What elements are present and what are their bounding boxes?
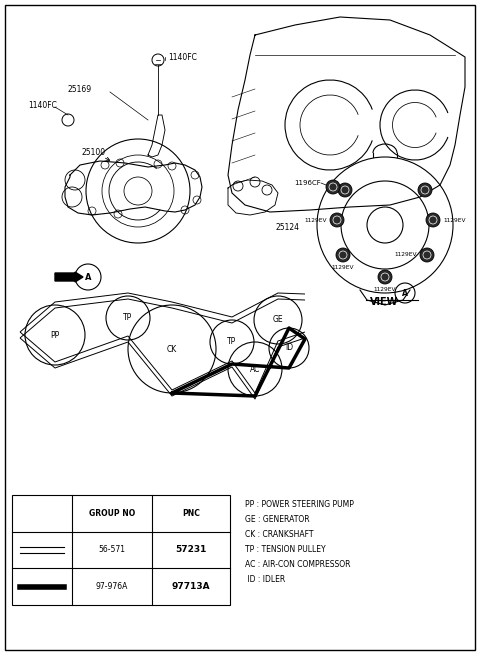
Circle shape xyxy=(420,248,434,262)
Circle shape xyxy=(336,248,350,262)
Text: 57231: 57231 xyxy=(175,546,207,555)
Circle shape xyxy=(326,180,340,194)
Text: AC : AIR-CON COMPRESSOR: AC : AIR-CON COMPRESSOR xyxy=(245,560,350,569)
Text: 1129EV: 1129EV xyxy=(374,287,396,292)
Text: 25169: 25169 xyxy=(68,86,92,94)
Text: AC: AC xyxy=(250,364,260,373)
Text: 1140FC: 1140FC xyxy=(28,100,57,109)
Circle shape xyxy=(418,183,432,197)
Text: CK : CRANKSHAFT: CK : CRANKSHAFT xyxy=(245,530,313,539)
Text: GE: GE xyxy=(273,316,283,324)
Text: A: A xyxy=(402,288,408,297)
Text: 25100: 25100 xyxy=(82,148,106,157)
Text: 1129EV: 1129EV xyxy=(395,252,417,257)
Text: TP: TP xyxy=(228,337,237,346)
Circle shape xyxy=(338,183,352,197)
Text: ID : IDLER: ID : IDLER xyxy=(245,575,285,584)
Text: 1129EV: 1129EV xyxy=(304,217,327,223)
Text: GROUP NO: GROUP NO xyxy=(89,509,135,518)
Circle shape xyxy=(426,213,440,227)
Text: 56-571: 56-571 xyxy=(98,546,125,555)
Text: PP : POWER STEERING PUMP: PP : POWER STEERING PUMP xyxy=(245,500,354,509)
Text: A: A xyxy=(85,272,91,282)
Text: 1196CF: 1196CF xyxy=(294,180,321,186)
Text: CK: CK xyxy=(167,345,177,354)
Text: 97-976A: 97-976A xyxy=(96,582,128,591)
Bar xyxy=(12,495,230,605)
Text: VIEW: VIEW xyxy=(370,297,398,307)
Text: 1129EV: 1129EV xyxy=(332,265,354,270)
Text: PP: PP xyxy=(50,331,60,339)
Text: 25124: 25124 xyxy=(275,223,299,232)
Circle shape xyxy=(330,213,344,227)
Circle shape xyxy=(378,270,392,284)
Text: ID: ID xyxy=(285,343,293,352)
Text: 1140FC: 1140FC xyxy=(168,52,197,62)
Text: 97713A: 97713A xyxy=(172,582,210,591)
FancyArrow shape xyxy=(55,272,83,282)
Text: GE : GENERATOR: GE : GENERATOR xyxy=(245,515,310,524)
Text: 1129EV: 1129EV xyxy=(443,217,466,223)
Text: PNC: PNC xyxy=(182,509,200,518)
Text: TP : TENSION PULLEY: TP : TENSION PULLEY xyxy=(245,545,325,554)
Text: TP: TP xyxy=(123,314,132,322)
